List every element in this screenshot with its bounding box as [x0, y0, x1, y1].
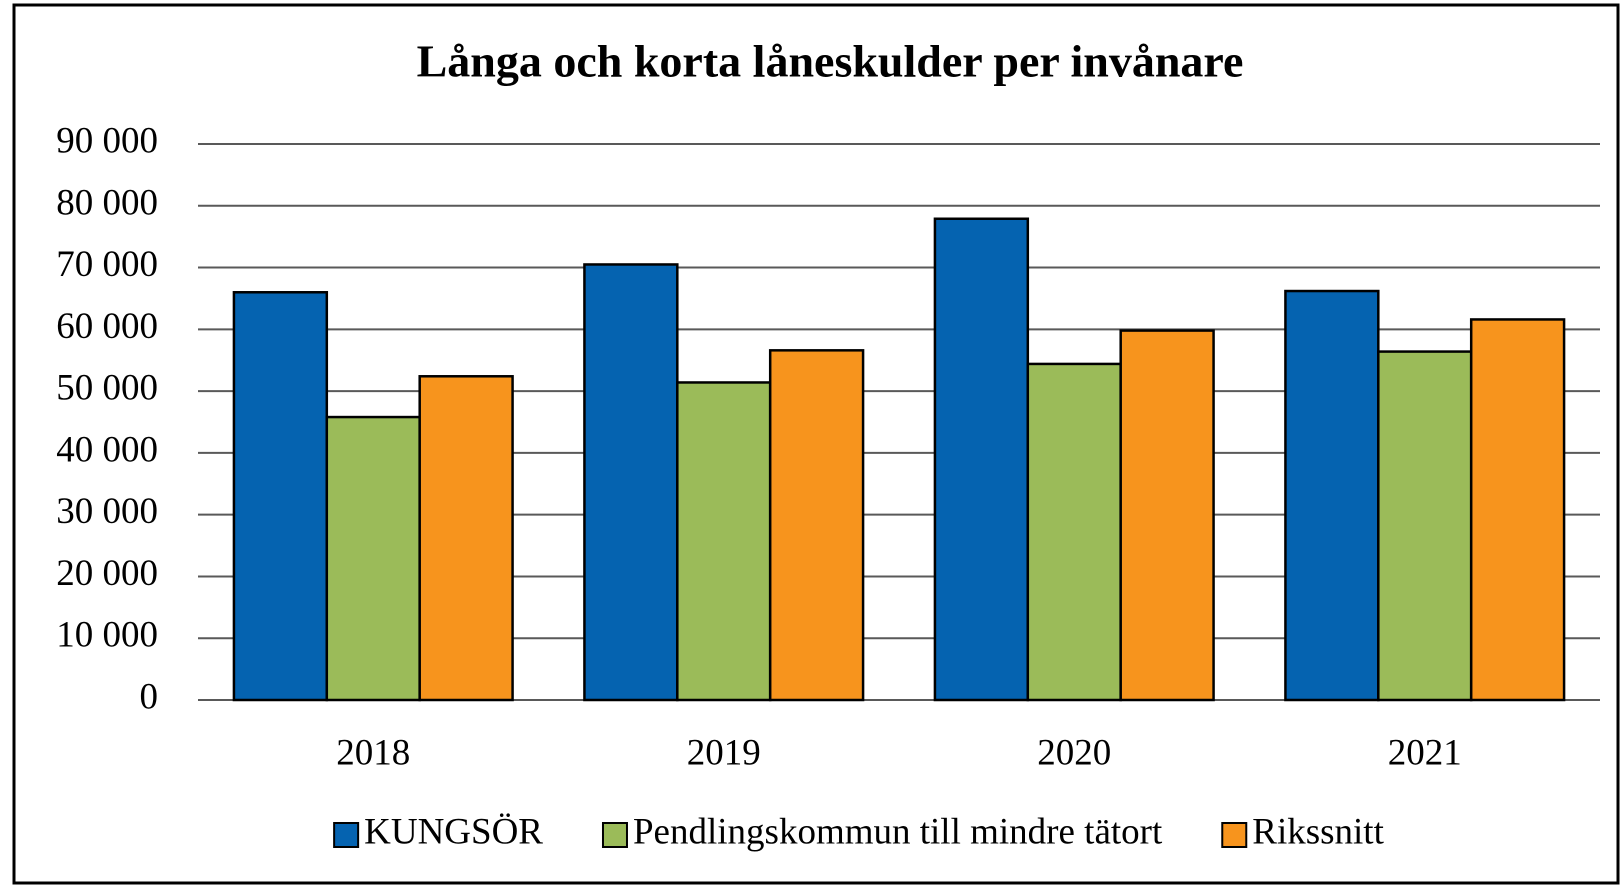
bar [1119, 329, 1215, 702]
y-tick-label: 90 000 [56, 120, 158, 161]
x-tick-label: 2019 [687, 732, 761, 773]
y-tick-label: 0 [140, 676, 159, 717]
legend-marker [333, 822, 360, 848]
legend-marker [601, 822, 628, 848]
y-tick-label: 50 000 [56, 368, 158, 409]
bar [1026, 362, 1122, 702]
y-tick-label: 60 000 [56, 306, 158, 347]
y-tick-label: 20 000 [56, 553, 158, 594]
bar [1284, 289, 1380, 702]
x-tick-label: 2021 [1388, 732, 1462, 773]
x-tick-label: 2018 [336, 732, 410, 773]
bar [583, 263, 679, 702]
x-tick-label: 2020 [1037, 732, 1111, 773]
chart-title: Långa och korta låneskulder per invånare [417, 36, 1244, 87]
legend-marker [1221, 822, 1248, 848]
y-tick-label: 70 000 [56, 244, 158, 285]
bar [325, 415, 421, 702]
bar [933, 217, 1030, 702]
bar [676, 381, 772, 702]
legend-label: Pendlingskommun till mindre tätort [633, 811, 1163, 852]
y-tick-label: 40 000 [56, 429, 158, 470]
y-tick-label: 10 000 [56, 615, 158, 656]
legend-label: Rikssnitt [1252, 811, 1384, 852]
y-tick-label: 30 000 [56, 491, 158, 532]
y-tick-label: 80 000 [56, 182, 158, 223]
bar [768, 349, 865, 702]
legend-label: KUNGSÖR [364, 811, 543, 852]
bar [1377, 350, 1473, 702]
bar [1469, 318, 1566, 702]
bar [232, 291, 329, 702]
bar [418, 375, 514, 702]
